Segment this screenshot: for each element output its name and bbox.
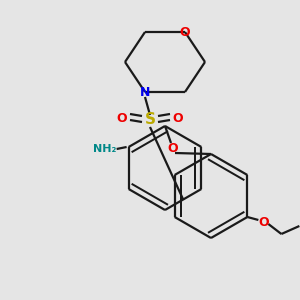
Text: NH₂: NH₂: [93, 144, 117, 154]
Text: O: O: [180, 26, 190, 38]
Text: O: O: [258, 215, 269, 229]
Text: S: S: [145, 112, 155, 128]
Text: O: O: [168, 142, 178, 154]
Text: O: O: [117, 112, 127, 124]
Text: N: N: [140, 85, 150, 98]
Text: O: O: [173, 112, 183, 124]
